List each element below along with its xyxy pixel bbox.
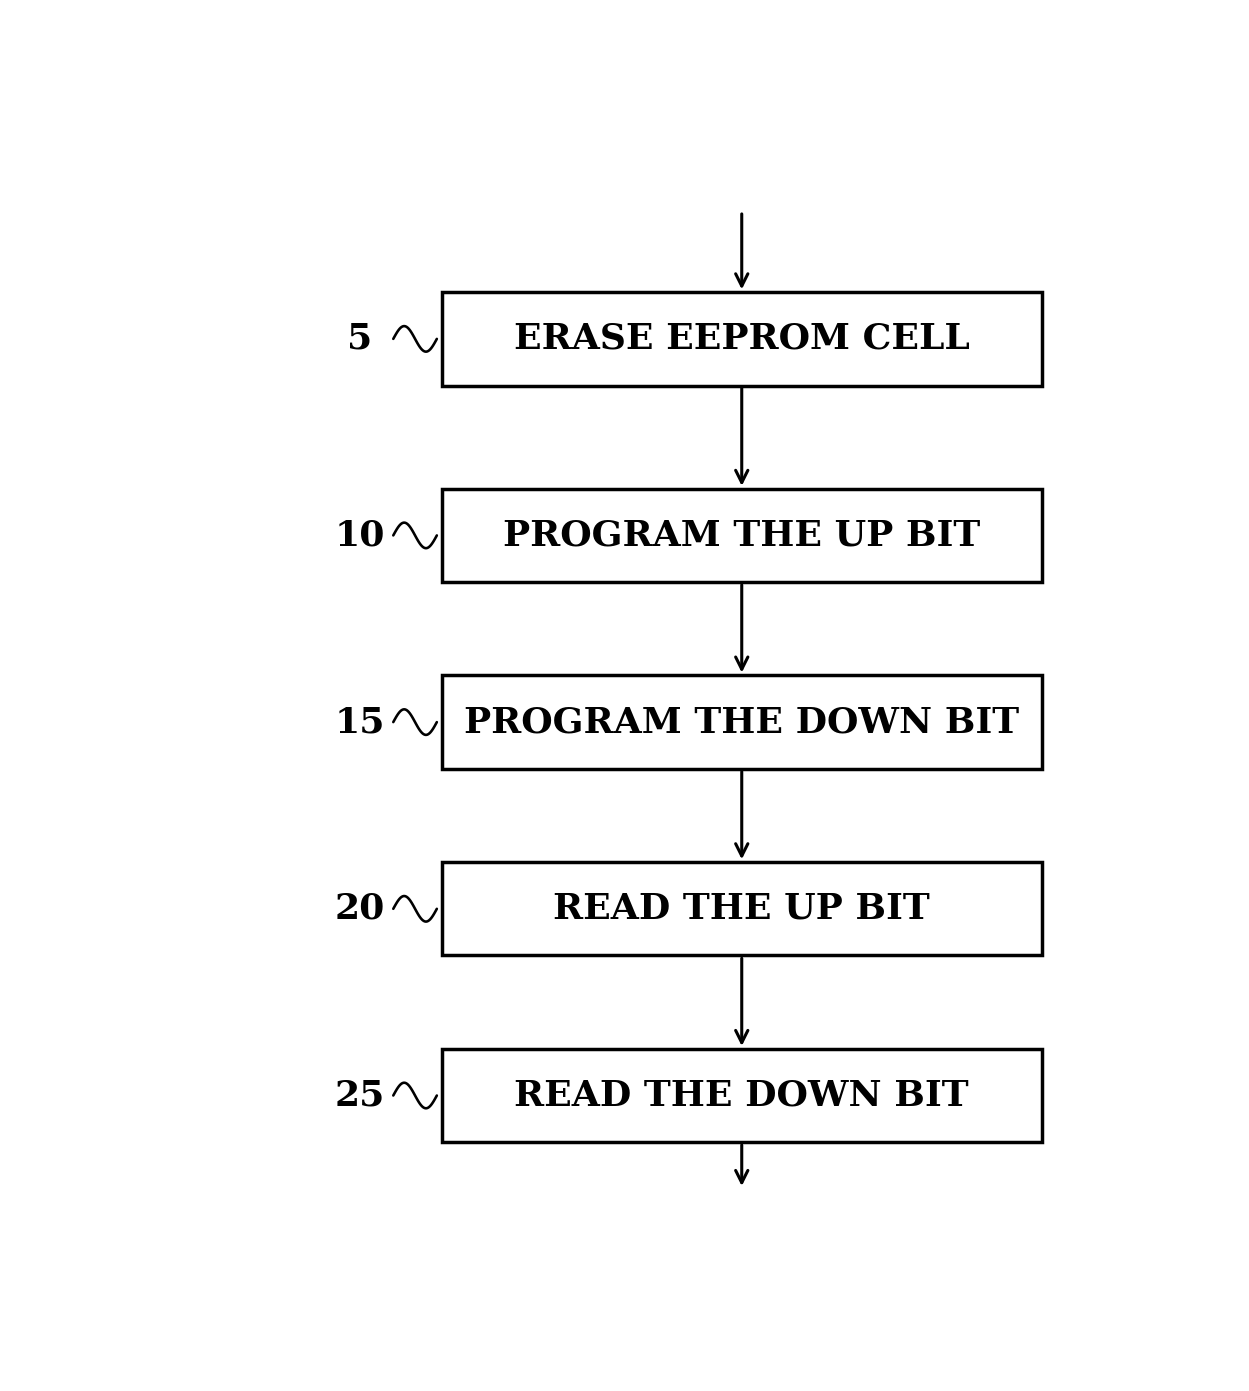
Text: READ THE UP BIT: READ THE UP BIT	[553, 892, 931, 926]
Text: 25: 25	[335, 1078, 385, 1113]
Text: 15: 15	[335, 705, 385, 739]
Bar	[442, 1049, 1042, 1142]
Bar	[442, 488, 1042, 581]
Bar	[442, 676, 1042, 769]
Text: 5: 5	[347, 321, 372, 356]
Text: ERASE EEPROM CELL: ERASE EEPROM CELL	[513, 321, 969, 356]
Text: READ THE DOWN BIT: READ THE DOWN BIT	[515, 1078, 969, 1113]
Text: 10: 10	[335, 519, 385, 552]
Bar	[442, 862, 1042, 956]
Text: PROGRAM THE DOWN BIT: PROGRAM THE DOWN BIT	[465, 705, 1019, 739]
Text: PROGRAM THE UP BIT: PROGRAM THE UP BIT	[503, 519, 980, 552]
Text: 20: 20	[335, 892, 385, 926]
Bar	[442, 292, 1042, 385]
